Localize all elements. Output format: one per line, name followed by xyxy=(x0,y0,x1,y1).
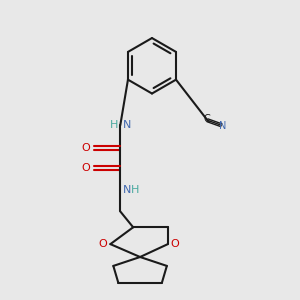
Text: N: N xyxy=(123,120,132,130)
Text: H: H xyxy=(131,184,140,195)
Text: O: O xyxy=(171,239,180,249)
Text: C: C xyxy=(203,114,210,124)
Text: O: O xyxy=(82,163,91,173)
Text: O: O xyxy=(99,239,107,249)
Text: O: O xyxy=(82,143,91,153)
Text: N: N xyxy=(219,121,226,131)
Text: N: N xyxy=(123,184,132,195)
Text: H: H xyxy=(110,120,118,130)
